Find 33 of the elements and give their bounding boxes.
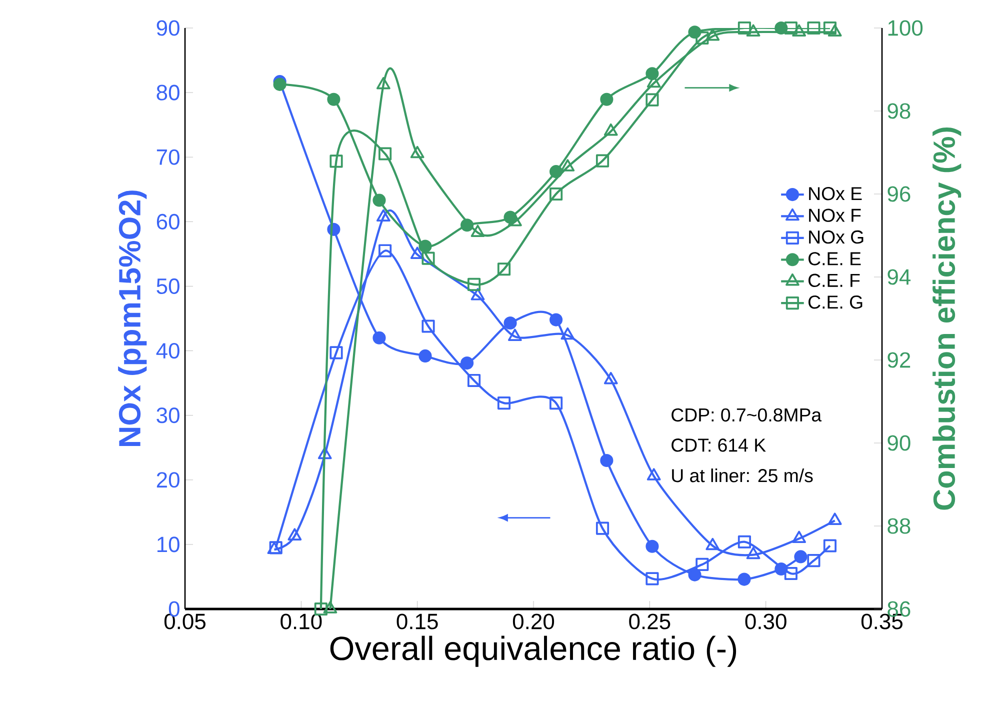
y-tick-label: 90 bbox=[156, 20, 180, 36]
y-tick-label: 40 bbox=[156, 342, 180, 359]
legend-label: C.E. E bbox=[808, 252, 861, 266]
y2-tick-label: 90 bbox=[888, 435, 910, 451]
y2-tick-label: 94 bbox=[888, 269, 911, 285]
y2-tick-label: 98 bbox=[888, 103, 910, 119]
x-axis-title: Overall equivalence ratio (-) bbox=[330, 636, 736, 667]
y2-tick-label: 88 bbox=[888, 518, 910, 534]
y-tick-label: 50 bbox=[156, 278, 180, 294]
y2-tick-label: 92 bbox=[888, 352, 910, 368]
y2-axis-title: Combustion efficiency (%) bbox=[932, 128, 962, 510]
y-tick-label: 60 bbox=[156, 214, 180, 230]
x-tick-label: 0.10 bbox=[280, 614, 322, 630]
y-tick-label: 30 bbox=[156, 408, 180, 424]
y2-tick-label: 100 bbox=[888, 20, 923, 36]
x-tick-label: 0.25 bbox=[629, 614, 670, 630]
y2-tick-label: 96 bbox=[888, 186, 910, 202]
y-tick-label: 80 bbox=[156, 84, 180, 100]
x-tick-label: 0.30 bbox=[745, 614, 786, 630]
legend-label: C.E. F bbox=[808, 274, 860, 288]
x-tick-label: 0.15 bbox=[396, 614, 438, 630]
annotation: U at liner: 25 m/s bbox=[672, 468, 813, 482]
x-tick-label: 0.20 bbox=[512, 614, 554, 630]
legend-label: C.E. G bbox=[808, 296, 862, 309]
legend-label: NOx F bbox=[809, 208, 861, 222]
annotation: CDP: 0.7~0.8MPa bbox=[672, 408, 822, 422]
legend-label: NOx E bbox=[809, 187, 862, 200]
y-tick-label: 10 bbox=[157, 536, 180, 552]
y-tick-label: 70 bbox=[156, 149, 180, 165]
legend-label: NOx G bbox=[809, 230, 864, 244]
y-axis-title: NOx (ppm15%O2) bbox=[118, 190, 147, 446]
annotation: CDT: 614 K bbox=[672, 438, 766, 452]
y-tick-label: 20 bbox=[156, 472, 180, 488]
